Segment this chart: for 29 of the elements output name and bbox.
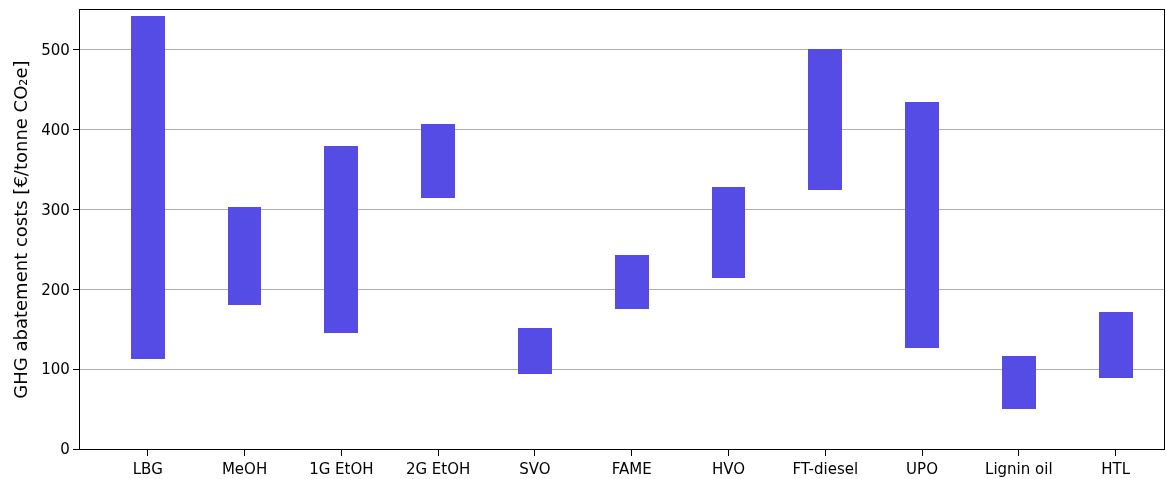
y-tick-label: 400 — [41, 120, 70, 139]
bar — [131, 16, 165, 359]
bar — [712, 187, 745, 278]
x-tick-label: FAME — [611, 460, 652, 479]
x-tick-label: HVO — [711, 460, 746, 479]
y-tick-label: 200 — [41, 280, 70, 299]
bar — [1002, 356, 1036, 409]
y-tick-label: 100 — [41, 360, 70, 379]
x-tick-label: SVO — [519, 460, 551, 479]
bar — [228, 207, 261, 305]
bar — [615, 255, 649, 309]
bar — [324, 146, 358, 333]
bar — [808, 49, 842, 190]
x-tick-label: 2G EtOH — [405, 460, 471, 479]
x-tick-label: LBG — [132, 460, 163, 479]
bar — [421, 124, 455, 198]
y-tick-label: 500 — [41, 41, 70, 60]
bar — [1099, 312, 1133, 378]
x-tick-label: 1G EtOH — [309, 460, 374, 479]
x-tick-label: FT-diesel — [792, 460, 859, 479]
x-tick-label: MeOH — [221, 460, 268, 479]
bar — [518, 328, 552, 374]
x-tick-label: UPO — [906, 460, 938, 479]
y-axis-title: GHG abatement costs [€/tonne CO₂e] — [10, 60, 32, 399]
bar — [905, 102, 939, 348]
x-tick-label: HTL — [1101, 460, 1131, 479]
y-tick-label: 300 — [41, 200, 70, 219]
x-tick-label: Lignin oil — [985, 460, 1053, 479]
y-tick-label: 0 — [60, 440, 70, 459]
